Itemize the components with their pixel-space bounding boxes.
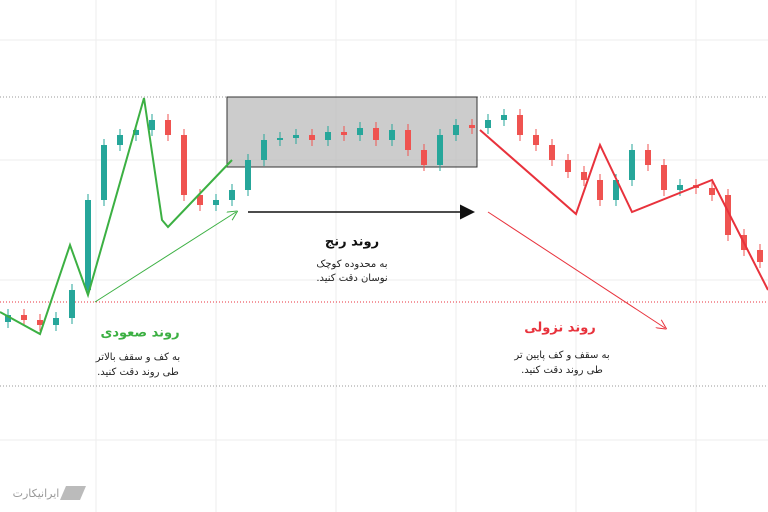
uptrend-zigzag [0, 97, 233, 336]
candle-body [677, 185, 683, 190]
candle-body [389, 130, 395, 140]
candle-body [597, 180, 603, 200]
candle-body [533, 135, 539, 145]
logo-text: ایرانیکارت [13, 487, 60, 500]
candle-body [661, 165, 667, 190]
candle-body [245, 160, 251, 190]
candle-body [213, 200, 219, 205]
candles [5, 109, 763, 331]
candle-body [485, 120, 491, 128]
candle-body [325, 132, 331, 140]
candle-body [565, 160, 571, 172]
candle-body [501, 115, 507, 120]
candle-body [341, 132, 347, 135]
logo-icon [60, 486, 86, 500]
candle-body [277, 138, 283, 140]
candle-body [405, 130, 411, 150]
candle-body [469, 125, 475, 128]
downtrend-zigzag [479, 129, 768, 291]
candle-body [21, 315, 27, 320]
candle-body [453, 125, 459, 135]
candle-body [197, 195, 203, 205]
candle-body [725, 195, 731, 235]
candle-body [293, 135, 299, 138]
candle-body [613, 180, 619, 200]
candle-body [261, 140, 267, 160]
range-box [226, 96, 478, 168]
candle-body [549, 145, 555, 160]
candle-body [165, 120, 171, 135]
candle-body [373, 128, 379, 140]
annotation-text: به محدوده کوچک [316, 259, 387, 270]
candle-body [117, 135, 123, 145]
annotation-text: نوسان دقت کنید. [316, 273, 387, 284]
candle-body [421, 150, 427, 165]
candle-body [149, 120, 155, 130]
annotation-text: طی روند دقت کنید. [97, 367, 179, 378]
candle-body [181, 135, 187, 195]
candle-body [629, 150, 635, 180]
candle-body [757, 250, 763, 262]
annotation-text: به سقف و کف پایین تر [513, 350, 609, 361]
candle-body [581, 172, 587, 180]
candle-body [437, 135, 443, 165]
annotation-title: روند صعودی [100, 326, 179, 341]
candle-body [309, 135, 315, 140]
candle-body [53, 318, 59, 325]
annotation-text: طی روند دقت کنید. [521, 365, 603, 376]
candle-body [37, 320, 43, 325]
candle-body [69, 290, 75, 318]
annotation-text: به کف و سقف بالاتر [95, 352, 180, 363]
candle-body [5, 315, 11, 322]
arrow [94, 212, 236, 303]
annotation-title: روند نزولی [524, 321, 596, 336]
arrow [487, 211, 665, 328]
candle-body [101, 145, 107, 200]
candle-body [229, 190, 235, 200]
annotation-title: روند رنج [325, 235, 379, 250]
candle-body [85, 200, 91, 290]
candle-body [645, 150, 651, 165]
candle-body [133, 130, 139, 135]
candle-body [709, 188, 715, 195]
candle-body [357, 128, 363, 135]
candle-body [517, 115, 523, 135]
